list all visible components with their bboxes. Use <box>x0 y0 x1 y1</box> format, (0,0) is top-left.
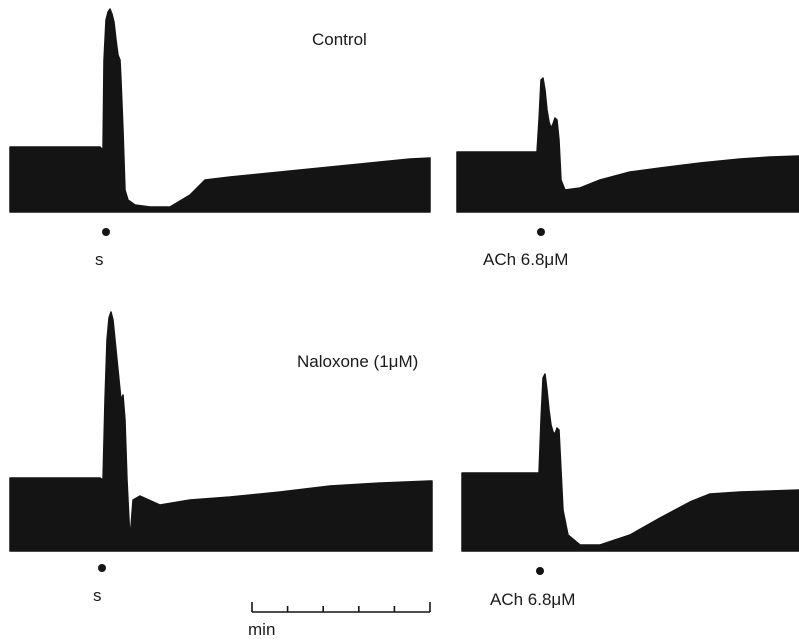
naloxone-ach-marker <box>536 567 544 575</box>
time-scale-bar <box>251 602 431 613</box>
control-stimulus-marker <box>102 228 110 236</box>
naloxone-stimulus-marker <box>98 564 106 572</box>
control-ach-marker <box>537 228 545 236</box>
control-stimulation-trace <box>9 8 431 213</box>
control-stimulus-label: s <box>95 250 104 269</box>
naloxone-stimulus-label: s <box>93 586 102 605</box>
control-title: Control <box>312 30 367 49</box>
naloxone-stimulation-trace <box>9 311 433 552</box>
scale-bar-label: min <box>248 620 276 639</box>
control-ach-trace <box>456 77 799 213</box>
naloxone-ach-label: ACh 6.8μM <box>490 590 576 609</box>
naloxone-ach-trace <box>461 373 799 552</box>
naloxone-title: Naloxone (1μM) <box>297 352 419 371</box>
control-ach-label: ACh 6.8μM <box>483 250 569 269</box>
